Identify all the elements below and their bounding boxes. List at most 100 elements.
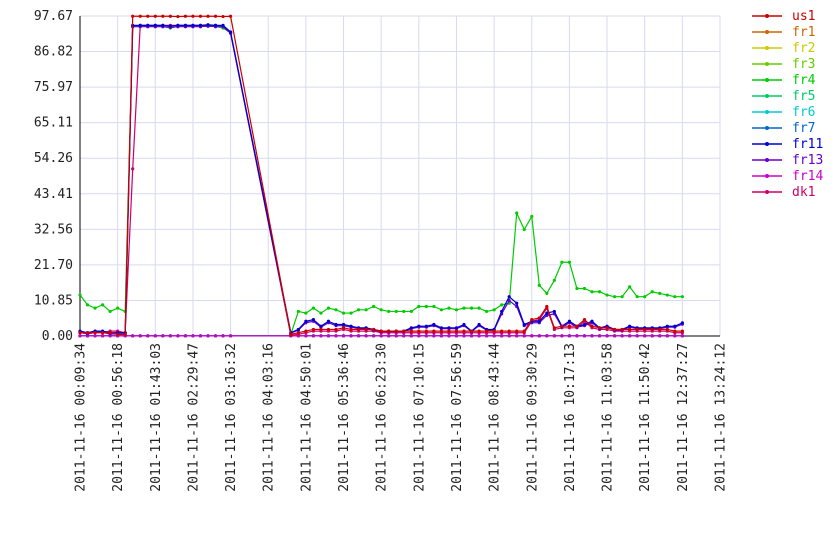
data-point-fr4 (349, 311, 353, 315)
data-point-fr4 (590, 290, 594, 294)
data-point-us1 (326, 327, 331, 332)
data-point-us1 (590, 324, 594, 328)
data-point-fr11 (537, 319, 541, 323)
data-point-fr4 (432, 304, 436, 309)
data-point-fr4 (296, 309, 300, 314)
data-point-fr11 (628, 324, 632, 328)
legend-marker-us1 (765, 14, 769, 18)
data-point-fr14 (552, 334, 556, 338)
data-point-us1 (304, 329, 308, 333)
data-point-us1 (131, 14, 135, 18)
data-point-fr4 (605, 293, 609, 297)
data-point-fr4 (334, 308, 338, 312)
legend-marker-fr7 (765, 126, 769, 130)
x-tick-label: 2011-11-16 02:29:47 (186, 343, 201, 492)
data-point-fr4 (515, 211, 519, 215)
data-point-us1 (658, 327, 662, 332)
legend-label-dk1: dk1 (792, 185, 815, 200)
y-tick-label: 86.82 (34, 45, 73, 60)
data-point-fr11 (146, 23, 150, 28)
data-point-fr14 (477, 334, 481, 338)
data-point-fr4 (387, 309, 391, 314)
x-tick-label: 2011-11-16 08:43:44 (488, 343, 503, 492)
data-point-us1 (364, 327, 368, 332)
data-point-fr4 (673, 295, 677, 299)
data-point-fr14 (492, 334, 496, 338)
data-point-fr11 (161, 23, 165, 28)
data-point-us1 (673, 329, 677, 333)
data-point-fr11 (409, 326, 413, 330)
data-point-us1 (507, 329, 511, 333)
data-point-fr11 (341, 322, 346, 327)
data-point-us1 (537, 316, 541, 320)
data-point-fr14 (387, 334, 391, 338)
data-point-us1 (108, 331, 112, 335)
data-point-us1 (680, 329, 684, 333)
data-point-fr11 (213, 23, 218, 28)
data-point-fr14 (658, 334, 662, 338)
data-point-fr14 (590, 334, 594, 338)
data-point-us1 (409, 329, 413, 333)
data-point-fr4 (100, 303, 105, 307)
data-point-fr4 (341, 311, 346, 315)
data-point-us1 (545, 304, 549, 309)
y-tick-labels: 0.00 10.85 21.70 32.56 43.41 54.26 65.11 75.97 8… (34, 9, 73, 344)
data-point-fr4 (620, 295, 624, 299)
data-point-fr11 (680, 321, 684, 325)
data-point-fr14 (575, 334, 579, 338)
data-point-fr14 (605, 334, 609, 338)
data-point-fr4 (402, 309, 406, 314)
data-point-us1 (319, 327, 323, 332)
data-point-fr14 (680, 334, 684, 338)
data-point-us1 (605, 326, 609, 330)
y-tick-label: 32.56 (34, 222, 73, 237)
data-point-fr11 (507, 295, 511, 299)
data-point-us1 (612, 327, 617, 332)
x-tick-label: 2011-11-16 07:10:15 (412, 343, 427, 492)
data-point-fr14 (447, 334, 451, 338)
data-point-fr14 (530, 334, 534, 338)
data-point-us1 (522, 329, 526, 333)
data-point-fr14 (628, 334, 632, 338)
data-point-fr4 (379, 308, 383, 312)
x-tick-labels: 2011-11-16 00:09:34 2011-11-16 00:56:18 20… (74, 343, 729, 492)
data-point-fr4 (319, 311, 323, 315)
legend-label-fr5: fr5 (792, 89, 815, 104)
data-point-us1 (454, 329, 459, 333)
data-point-us1 (492, 329, 496, 333)
data-point-fr4 (597, 290, 602, 294)
data-point-fr14 (341, 334, 346, 338)
data-point-fr14 (432, 334, 436, 338)
legend-label-fr14: fr14 (792, 169, 823, 184)
data-point-us1 (183, 14, 188, 18)
data-point-fr14 (500, 334, 504, 338)
data-point-fr13 (507, 299, 511, 303)
data-point-fr14 (515, 334, 519, 338)
legend-marker-fr13 (765, 158, 769, 162)
x-tick-label: 2011-11-16 11:50:42 (638, 343, 653, 492)
data-point-fr14 (545, 334, 549, 338)
data-point-us1 (665, 327, 669, 332)
data-point-fr14 (311, 334, 316, 338)
data-point-fr14 (168, 334, 172, 338)
data-point-fr4 (530, 214, 534, 219)
data-point-fr11 (221, 23, 225, 28)
data-point-fr14 (484, 334, 489, 338)
data-point-fr14 (612, 334, 617, 338)
data-point-us1 (567, 324, 572, 328)
data-point-fr11 (311, 318, 316, 322)
data-point-fr4 (304, 311, 308, 315)
data-point-fr11 (228, 30, 233, 34)
x-tick-label: 2011-11-16 00:56:18 (111, 343, 126, 492)
data-point-us1 (228, 14, 233, 18)
data-point-fr4 (311, 306, 316, 310)
data-point-fr11 (319, 324, 323, 328)
data-point-us1 (78, 331, 82, 335)
legend-marker-fr2 (765, 46, 769, 50)
legend-marker-dk1 (765, 190, 769, 194)
data-point-fr4 (394, 309, 398, 314)
data-point-us1 (635, 327, 639, 332)
data-point-fr4 (650, 290, 654, 294)
data-point-fr14 (100, 334, 105, 338)
data-point-us1 (432, 329, 436, 333)
